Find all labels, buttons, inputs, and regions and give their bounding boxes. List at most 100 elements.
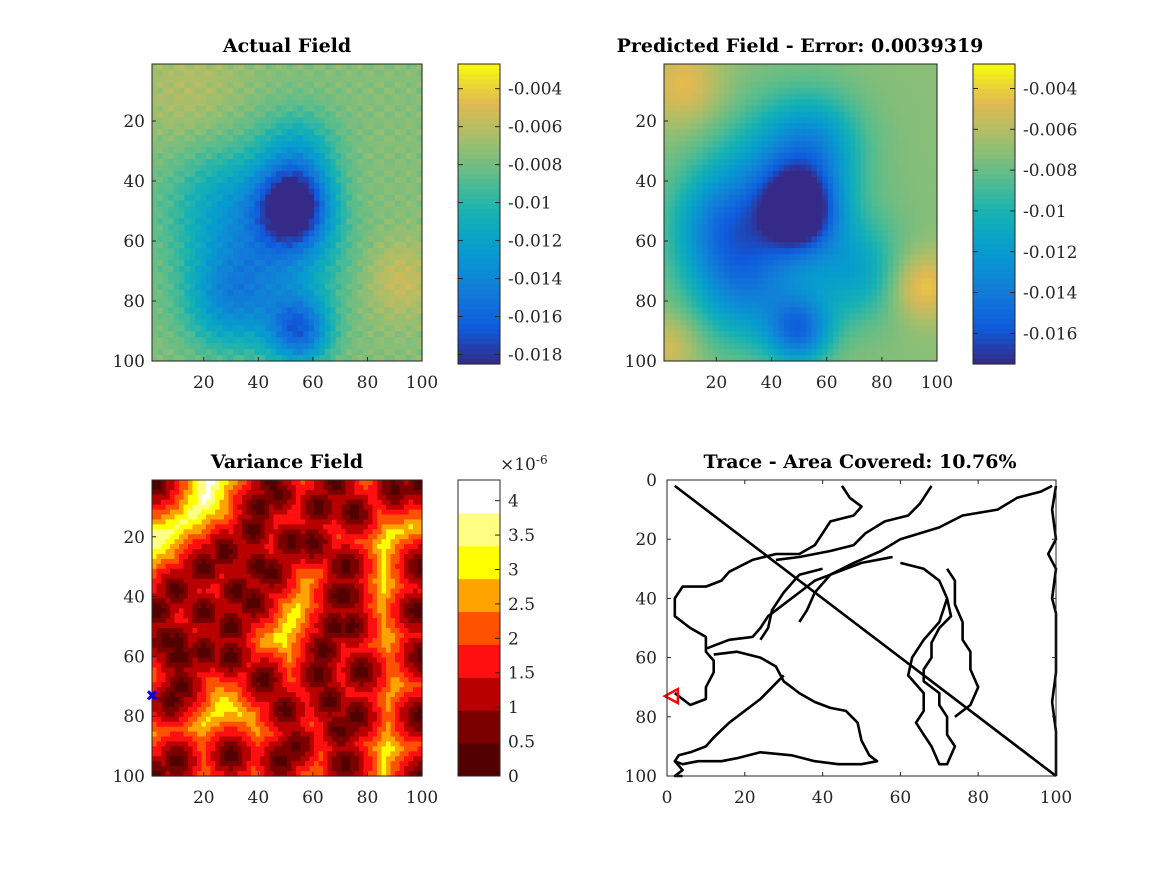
heatmap-cell — [287, 248, 293, 255]
heatmap-cell — [724, 123, 731, 130]
heatmap-cell — [893, 277, 900, 285]
heatmap-cell — [195, 325, 202, 332]
heatmap-cell — [669, 301, 676, 309]
heatmap-cell — [265, 355, 272, 362]
heatmap-cell — [898, 111, 905, 119]
heatmap-cell — [778, 188, 785, 196]
heatmap-cell — [805, 343, 813, 350]
heatmap-cell — [243, 218, 250, 225]
heatmap-cell — [696, 230, 703, 237]
heatmap-cell — [265, 301, 272, 309]
heatmap-cell — [303, 147, 310, 154]
heatmap-cell — [887, 295, 894, 303]
heatmap-cell — [222, 69, 229, 77]
heatmap-cell — [195, 176, 202, 184]
heatmap-cell — [751, 307, 758, 315]
heatmap-cell — [822, 260, 829, 267]
heatmap-cell — [855, 319, 862, 326]
heatmap-cell — [762, 99, 769, 107]
heatmap-cell — [893, 87, 900, 95]
heatmap-cell — [416, 349, 423, 356]
heatmap-cell — [206, 200, 212, 208]
heatmap-cell — [346, 147, 353, 154]
heatmap-cell — [876, 236, 883, 243]
heatmap-cell — [887, 141, 894, 148]
heatmap-cell — [920, 200, 927, 208]
heatmap-cell — [871, 254, 878, 261]
heatmap-cell — [767, 182, 774, 190]
heatmap-cell — [860, 218, 867, 225]
heatmap-cell — [297, 313, 304, 321]
heatmap-cell — [745, 99, 752, 107]
heatmap-cell — [260, 218, 266, 225]
heatmap-cell — [680, 170, 687, 178]
heatmap-cell — [173, 105, 180, 113]
heatmap-cell — [281, 265, 288, 273]
heatmap-cell — [319, 271, 326, 279]
heatmap-cell — [297, 93, 304, 101]
heatmap-cell — [351, 153, 358, 160]
heatmap-cell — [926, 159, 933, 166]
heatmap-cell — [707, 182, 714, 190]
heatmap-cell — [800, 194, 807, 202]
heatmap-cell — [795, 325, 802, 332]
heatmap-cell — [351, 236, 358, 243]
heatmap-cell — [718, 182, 725, 190]
heatmap-cell — [713, 277, 720, 285]
heatmap-cell — [389, 343, 396, 350]
heatmap-cell — [795, 206, 802, 214]
heatmap-cell — [904, 271, 911, 279]
heatmap-cell — [216, 355, 223, 362]
heatmap-cell — [718, 265, 725, 273]
heatmap-cell — [400, 153, 407, 160]
heatmap-cell — [931, 182, 938, 190]
heatmap-cell — [378, 141, 385, 148]
heatmap-cell — [849, 277, 856, 285]
heatmap-cell — [669, 271, 676, 279]
heatmap-cell — [898, 129, 905, 136]
heatmap-cell — [243, 236, 250, 243]
heatmap-cell — [238, 307, 245, 315]
heatmap-cell — [405, 164, 412, 172]
heatmap-cell — [384, 105, 391, 113]
heatmap-cell — [189, 236, 196, 243]
heatmap-cell — [162, 313, 169, 321]
heatmap-cell — [789, 307, 796, 315]
heatmap-cell — [362, 236, 369, 243]
heatmap-cell — [702, 105, 709, 113]
heatmap-cell — [860, 164, 867, 172]
heatmap-cell — [292, 254, 299, 261]
heatmap-cell — [254, 295, 261, 303]
heatmap-cell — [849, 260, 856, 267]
heatmap-cell — [314, 271, 320, 279]
heatmap-cell — [926, 295, 933, 303]
heatmap-cell — [898, 99, 905, 107]
heatmap-cell — [157, 212, 164, 220]
heatmap-cell — [713, 159, 720, 166]
heatmap-cell — [838, 230, 845, 237]
heatmap-cell — [330, 117, 337, 124]
heatmap-cell — [206, 254, 212, 261]
heatmap-cell — [152, 200, 158, 208]
heatmap-cell — [904, 111, 911, 119]
heatmap-cell — [871, 188, 878, 196]
heatmap-cell — [893, 331, 900, 338]
heatmap-cell — [384, 93, 391, 101]
heatmap-cell — [773, 265, 780, 273]
heatmap-cell — [308, 69, 315, 77]
heatmap-cell — [297, 135, 304, 142]
heatmap-cell — [778, 194, 785, 202]
heatmap-cell — [308, 355, 315, 362]
heatmap-cell — [395, 307, 401, 315]
heatmap-cell — [335, 170, 342, 178]
heatmap-cell — [855, 111, 862, 119]
colorbar-band — [458, 289, 500, 295]
heatmap-cell — [866, 147, 873, 154]
heatmap-cell — [303, 99, 310, 107]
heatmap-cell — [756, 182, 763, 190]
heatmap-cell — [887, 188, 894, 196]
heatmap-cell — [346, 87, 353, 95]
heatmap-cell — [702, 188, 709, 196]
heatmap-cell — [324, 260, 331, 267]
heatmap-cell — [330, 182, 337, 190]
